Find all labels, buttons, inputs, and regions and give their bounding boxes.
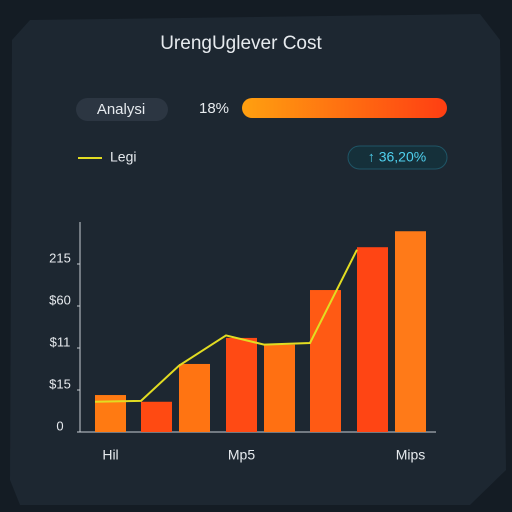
x-tick-label: Mp5 [228,447,255,463]
bar [226,337,257,432]
x-tick-label: Hil [102,447,118,463]
y-tick-label: 0 [56,418,63,433]
bar [357,247,388,432]
pill-label: Analysi [97,101,145,118]
chart-title: UrengUglever Cost [160,33,322,54]
badge-label: ↑ 36,20% [368,149,426,165]
x-tick-label: Mips [396,447,426,463]
y-tick-label: $60 [49,292,71,307]
y-tick-label: $15 [49,376,71,391]
legend-label: Legi [110,149,136,165]
y-tick-label: $11 [50,334,71,349]
y-tick-label: 215 [49,250,71,265]
progress-bar [242,98,447,118]
bar [264,344,295,432]
percent-label: 18% [199,100,229,117]
badge [347,145,448,170]
line [94,249,358,403]
bar [395,231,426,432]
bar [141,401,172,432]
pill[interactable] [76,98,168,121]
card [10,14,506,505]
bar [179,363,210,432]
